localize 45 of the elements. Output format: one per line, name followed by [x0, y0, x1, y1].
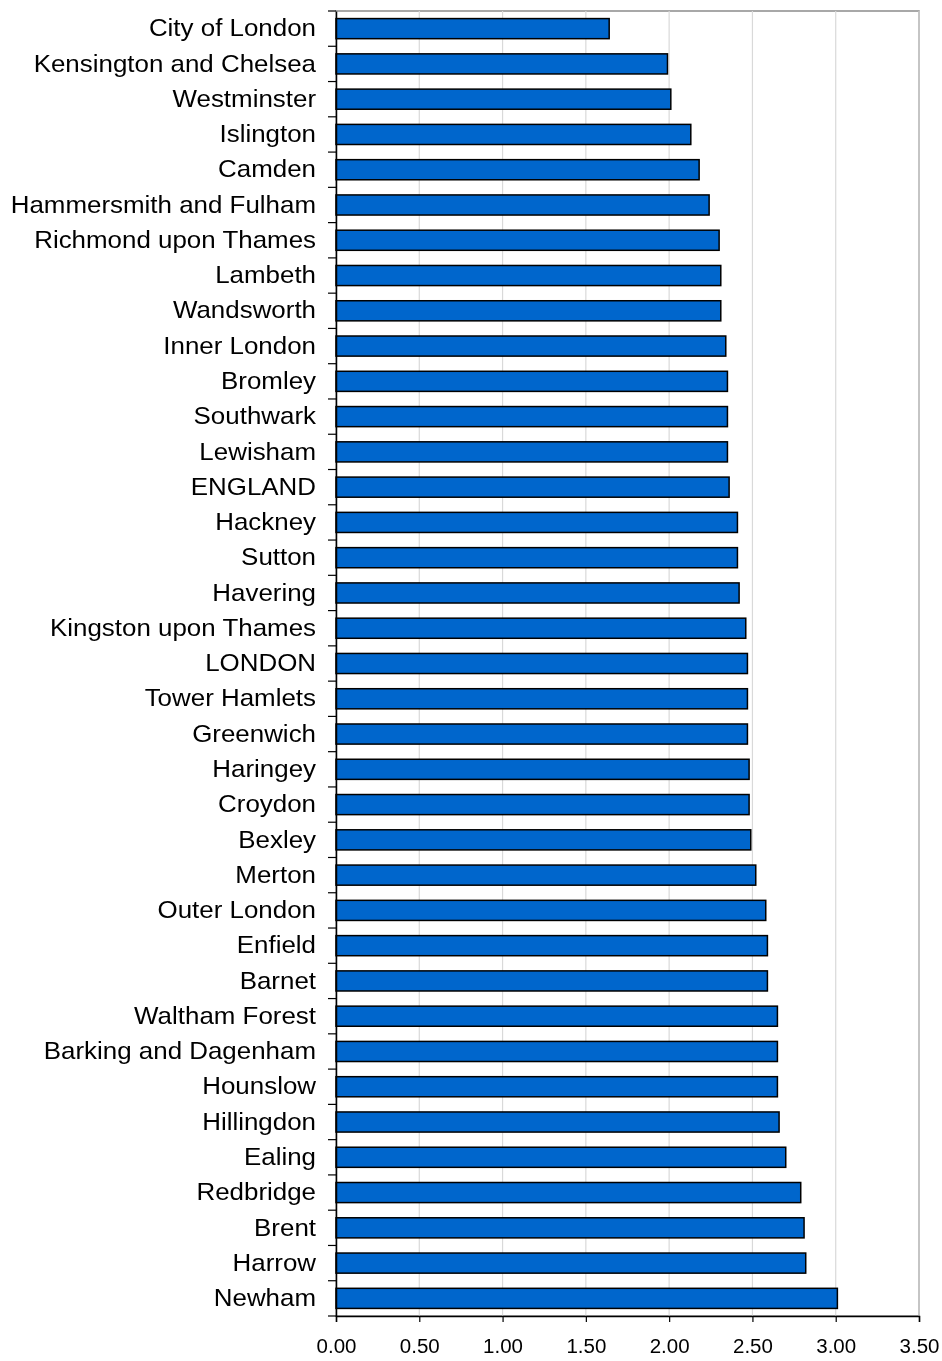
x-tick-label: 3.00 — [816, 1333, 857, 1357]
y-tick-label: Wandsworth — [172, 296, 316, 324]
y-tick-label: Hackney — [215, 508, 317, 535]
y-tick-label: Waltham Forest — [134, 1001, 317, 1029]
y-tick-label: Lambeth — [215, 261, 316, 289]
y-tick-label: Richmond upon Thames — [34, 225, 316, 253]
y-tick-label: Kensington and Chelsea — [33, 49, 317, 77]
y-tick-label: Inner London — [163, 331, 316, 359]
y-tick-label: Outer London — [157, 895, 316, 923]
y-tick-label: LONDON — [205, 649, 316, 676]
y-tick-label: Barking and Dagenham — [43, 1037, 316, 1064]
y-tick-label: Barnet — [239, 966, 317, 994]
y-tick-label: ENGLAND — [190, 472, 316, 500]
y-tick-label: City of London — [148, 14, 316, 42]
y-tick-label: Bexley — [238, 825, 317, 853]
y-tick-label: Harrow — [232, 1248, 317, 1276]
y-tick-label: Havering — [212, 578, 316, 606]
y-tick-label: Enfield — [236, 931, 316, 959]
y-tick-label: Croydon — [218, 790, 316, 818]
y-tick-label: Kingston upon Thames — [49, 613, 316, 641]
y-tick-label: Hounslow — [202, 1072, 317, 1100]
y-tick-label: Newham — [213, 1283, 316, 1311]
x-tick-label: 3.50 — [899, 1333, 940, 1357]
y-tick-label: Greenwich — [192, 719, 316, 747]
y-tick-label: Southwark — [193, 402, 317, 430]
y-tick-label: Hillingdon — [202, 1107, 316, 1135]
y-tick-label: Camden — [218, 155, 316, 183]
x-tick-label: 2.00 — [649, 1333, 690, 1357]
y-tick-label: Islington — [219, 120, 316, 147]
y-tick-label: Lewisham — [199, 437, 316, 465]
x-tick-label: 1.00 — [483, 1333, 524, 1357]
x-tick-label: 2.50 — [732, 1333, 773, 1357]
y-tick-label: Brent — [254, 1213, 317, 1241]
y-tick-label: Westminster — [172, 84, 316, 112]
y-tick-label: Redbridge — [196, 1178, 316, 1206]
y-tick-label: Hammersmith and Fulham — [10, 190, 316, 218]
y-tick-label: Ealing — [243, 1142, 316, 1170]
y-tick-label: Sutton — [241, 543, 316, 571]
y-tick-label: Merton — [235, 860, 316, 888]
y-tick-label: Bromley — [220, 366, 317, 394]
x-tick-label: 1.50 — [566, 1333, 607, 1357]
y-tick-label: Tower Hamlets — [144, 684, 316, 712]
x-tick-label: 0.00 — [316, 1333, 357, 1357]
y-tick-label: Haringey — [212, 754, 317, 782]
x-tick-label: 0.50 — [399, 1333, 440, 1357]
